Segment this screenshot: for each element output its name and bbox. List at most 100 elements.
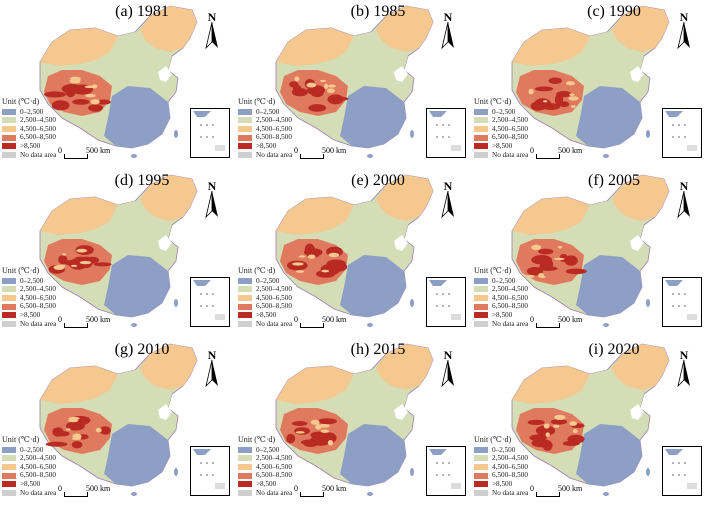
map-island bbox=[410, 299, 414, 307]
map-sea bbox=[158, 404, 172, 420]
legend-swatch bbox=[238, 464, 252, 471]
map-hotspot bbox=[534, 98, 551, 109]
north-label: N bbox=[443, 348, 453, 362]
map-hotspot bbox=[99, 426, 111, 435]
map-hotspot bbox=[527, 419, 545, 426]
map-speckle bbox=[552, 424, 560, 428]
legend-item: 2,500–4,500 bbox=[2, 116, 56, 125]
legend-item: 2,500–4,500 bbox=[238, 285, 292, 294]
legend-swatch bbox=[2, 126, 16, 133]
china-map bbox=[275, 5, 434, 158]
map-island bbox=[646, 299, 650, 307]
legend-item: 4,500–6,500 bbox=[474, 125, 528, 134]
scale-line bbox=[64, 323, 88, 328]
legend-unit: Unit (℃·d) bbox=[474, 435, 512, 444]
legend-label: 0–2,500 bbox=[20, 445, 44, 454]
map-speckle bbox=[570, 105, 576, 109]
map-speckle bbox=[326, 88, 335, 94]
scale-zero: 0 bbox=[530, 484, 534, 493]
map-region-southeast bbox=[340, 255, 406, 317]
china-map bbox=[511, 174, 670, 327]
legend-label: No data area bbox=[20, 319, 57, 328]
map-speckle bbox=[553, 257, 565, 261]
legend-swatch bbox=[2, 143, 16, 150]
map-island bbox=[603, 154, 609, 158]
legend-swatch bbox=[238, 320, 252, 327]
legend-item: 4,500–6,500 bbox=[238, 463, 292, 472]
map-hotspot bbox=[61, 84, 84, 94]
map-hotspot bbox=[331, 96, 349, 101]
map-sea bbox=[394, 66, 408, 82]
legend-item: 2,500–4,500 bbox=[474, 285, 528, 294]
north-arrow-icon: N bbox=[205, 348, 219, 388]
south-china-sea-inset bbox=[190, 277, 230, 327]
legend-unit: Unit (℃·d) bbox=[2, 97, 40, 106]
legend-label: No data area bbox=[20, 150, 57, 159]
legend-label: No data area bbox=[256, 150, 293, 159]
legend-label: 2,500–4,500 bbox=[256, 116, 292, 125]
map-hotspot bbox=[45, 441, 68, 447]
map-island bbox=[367, 323, 373, 327]
legend-label: 6,500–8,500 bbox=[20, 302, 56, 311]
map-region-north bbox=[332, 370, 408, 416]
map-speckle bbox=[320, 429, 330, 433]
legend: Unit (℃·d) 0–2,500 2,500–4,500 4,500–6,500 6… bbox=[238, 266, 292, 328]
map-speckle bbox=[91, 84, 98, 89]
map-hotspot bbox=[96, 99, 111, 105]
map-region-southeast bbox=[340, 424, 406, 486]
map-hotspot bbox=[564, 255, 578, 266]
map-speckle bbox=[323, 83, 329, 90]
panel-title: (d) 1995 bbox=[114, 172, 170, 189]
map-hotspot bbox=[88, 104, 103, 112]
scale-distance: 500 km bbox=[322, 315, 347, 324]
map-region-northwest bbox=[276, 28, 354, 66]
map-speckle bbox=[55, 264, 66, 268]
map-region-northeast bbox=[612, 6, 669, 52]
map-region-northeast bbox=[140, 344, 197, 390]
map-hotspot bbox=[58, 255, 68, 265]
map-island bbox=[603, 323, 609, 327]
map-speckle bbox=[569, 421, 577, 426]
map-speckle bbox=[327, 439, 334, 446]
map-island bbox=[410, 130, 414, 138]
north-arrow-icon: N bbox=[677, 10, 691, 50]
legend-swatch bbox=[238, 143, 252, 150]
scale-line bbox=[64, 154, 88, 159]
legend-item: 0–2,500 bbox=[474, 108, 528, 117]
panel-title: (e) 2000 bbox=[351, 172, 405, 189]
map-speckle bbox=[528, 88, 534, 95]
map-hotspot bbox=[565, 268, 587, 275]
legend-label: 4,500–6,500 bbox=[492, 124, 528, 133]
legend-item: >8,500 bbox=[474, 142, 528, 151]
map-region-north bbox=[96, 201, 172, 247]
china-map bbox=[275, 174, 434, 327]
legend-label: >8,500 bbox=[492, 310, 513, 319]
map-island bbox=[646, 130, 650, 138]
china-map bbox=[511, 343, 670, 496]
map-speckle bbox=[306, 82, 317, 88]
map-speckle bbox=[90, 99, 100, 105]
legend-label: >8,500 bbox=[492, 141, 513, 150]
map-region-northeast bbox=[376, 175, 433, 221]
map-panel: (c) 1990 N Unit (℃·d) 0–2,500 2,500–4,500 4,5… bbox=[472, 0, 708, 169]
legend-item: No data area bbox=[2, 151, 56, 160]
map-panel: (b) 1985 N Unit (℃·d) 0–2,500 2,500–4,500 4,5… bbox=[236, 0, 472, 169]
map-speckle bbox=[294, 76, 300, 82]
scale-zero: 0 bbox=[530, 315, 534, 324]
map-speckle bbox=[568, 96, 579, 101]
legend-swatch bbox=[238, 455, 252, 462]
legend-item: >8,500 bbox=[2, 311, 56, 320]
map-speckle bbox=[70, 264, 78, 267]
legend-item: >8,500 bbox=[238, 480, 292, 489]
map-speckle bbox=[310, 419, 320, 425]
map-speckle bbox=[70, 76, 81, 81]
legend-label: >8,500 bbox=[20, 310, 41, 319]
legend-item: 2,500–4,500 bbox=[238, 116, 292, 125]
legend-swatch bbox=[2, 472, 16, 479]
map-sea bbox=[394, 404, 408, 420]
map-region-northeast bbox=[612, 175, 669, 221]
map-speckle bbox=[315, 424, 322, 430]
north-label: N bbox=[443, 179, 453, 193]
legend: Unit (℃·d) 0–2,500 2,500–4,500 4,500–6,500 6… bbox=[474, 266, 528, 328]
